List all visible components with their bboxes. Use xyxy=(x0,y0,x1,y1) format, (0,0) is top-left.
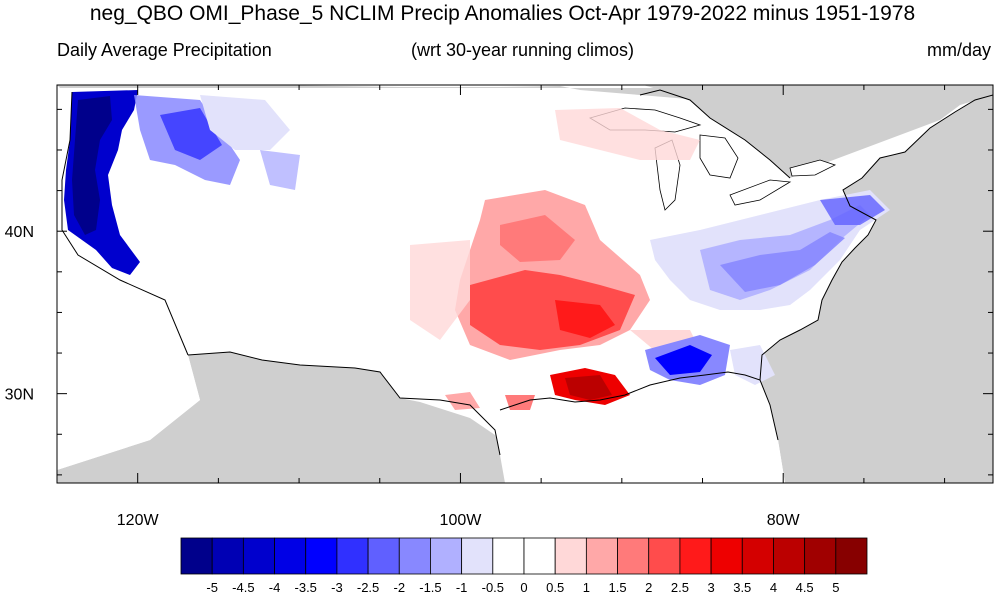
lon-tick-label: 80W xyxy=(767,512,801,529)
colorbar-swatch xyxy=(835,537,868,575)
pacific-ocean xyxy=(57,85,200,470)
colorbar-swatch xyxy=(554,537,587,575)
shade-houston-red xyxy=(505,395,535,410)
shade-texas-pink xyxy=(445,392,480,410)
colorbar-swatch xyxy=(211,537,244,575)
colorbar-label: -4 xyxy=(269,580,281,595)
colorbar-swatch xyxy=(648,537,681,575)
us-mexico-border xyxy=(187,351,501,456)
shade-rockies-blue xyxy=(160,108,222,160)
colorbar-label: 2 xyxy=(645,580,652,595)
colorbar-swatch xyxy=(679,537,712,575)
gulf-of-mexico xyxy=(400,372,785,483)
colorbar-label: -1.5 xyxy=(419,580,441,595)
colorbar-swatch xyxy=(336,537,369,575)
colorbar-swatch xyxy=(710,537,743,575)
shade-montana-light xyxy=(200,95,290,150)
shade-ne-blue xyxy=(820,195,885,225)
colorbar-label: 1.5 xyxy=(609,580,627,595)
colorbar-label: 2.5 xyxy=(671,580,689,595)
colorbar-label: 4.5 xyxy=(796,580,814,595)
colorbar-label: 3.5 xyxy=(733,580,751,595)
colorbar-label: -2.5 xyxy=(357,580,379,595)
lon-tick-label: 120W xyxy=(117,512,160,529)
shade-midwest-light xyxy=(555,108,700,160)
mexico-gray xyxy=(57,352,505,483)
lon-tick-label: 100W xyxy=(440,512,483,529)
shade-louisiana-dark xyxy=(565,375,612,400)
colorbar-label: 1 xyxy=(583,580,590,595)
colorbar-swatch xyxy=(430,537,463,575)
colorbar-swatch xyxy=(741,537,774,575)
shade-west-plains-light xyxy=(410,240,470,340)
colorbar-label: 0.5 xyxy=(546,580,564,595)
gulf-coast-line xyxy=(499,371,779,441)
colorbar-label: -3.5 xyxy=(295,580,317,595)
colorbar-swatch xyxy=(180,537,213,575)
colorbar: -5 -4.5 -4 -3.5 -3 -2.5 -2 -1.5 -1 -0.5 0 0.5 1 1.5 2 2… xyxy=(180,537,868,595)
colorbar-label: 3 xyxy=(707,580,714,595)
lake-ontario xyxy=(789,159,837,177)
canada-east-border xyxy=(639,89,791,179)
lat-tick-label: 30N xyxy=(5,387,34,404)
colorbar-label: -1 xyxy=(456,580,468,595)
axis-tick-labels: 120W 100W 80W 40N 30N xyxy=(5,224,801,529)
units-label: mm/day xyxy=(926,40,991,60)
lat-tick-label: 40N xyxy=(5,224,34,241)
colorbar-label: -3 xyxy=(331,580,343,595)
colorbar-swatch xyxy=(274,537,307,575)
colorbar-swatch xyxy=(773,537,806,575)
shade-kansas-red xyxy=(500,215,575,262)
subtitle-center: (wrt 30-year running climos) xyxy=(410,40,635,60)
plot-frame xyxy=(56,84,994,484)
colorbar-label: 4 xyxy=(770,580,777,595)
atlantic-coast-line xyxy=(759,94,993,381)
lake-erie xyxy=(729,179,792,206)
map-layers xyxy=(57,85,993,483)
shade-se-light xyxy=(730,345,775,385)
colorbar-swatch xyxy=(492,537,525,575)
west-coast-line xyxy=(61,91,189,356)
colorbar-label: 5 xyxy=(832,580,839,595)
lake-huron xyxy=(699,134,739,179)
atlantic-canada-gray xyxy=(57,85,993,483)
anomaly-shading xyxy=(64,90,890,410)
axis-ticks xyxy=(56,85,993,483)
colorbar-swatch xyxy=(367,537,400,575)
colorbar-swatch xyxy=(398,537,431,575)
canada-east-gray xyxy=(643,85,993,178)
colorbar-label: -4.5 xyxy=(232,580,254,595)
shade-arkansas-red xyxy=(555,300,615,338)
shade-appalachian-mid xyxy=(720,232,845,292)
colorbar-label: 0 xyxy=(520,580,527,595)
canada-south-edge-gray xyxy=(57,85,730,100)
figure-title: neg_QBO OMI_Phase_5 NCLIM Precip Anomali… xyxy=(89,2,916,25)
shade-wyoming-light xyxy=(260,150,300,190)
shade-gulf-coast-deep xyxy=(655,345,712,375)
colorbar-swatch xyxy=(305,537,338,575)
subtitle-left: Daily Average Precipitation xyxy=(57,40,272,60)
shade-pnw-darkest xyxy=(72,96,112,235)
colorbar-swatch xyxy=(585,537,618,575)
colorbar-swatch xyxy=(461,537,494,575)
colorbar-swatch xyxy=(523,537,556,575)
colorbar-label: -0.5 xyxy=(482,580,504,595)
colorbar-swatch xyxy=(804,537,837,575)
colorbar-swatch xyxy=(617,537,650,575)
non-us-land-mask xyxy=(57,85,993,483)
coastlines xyxy=(61,89,993,456)
colorbar-swatch xyxy=(242,537,275,575)
colorbar-label: -5 xyxy=(206,580,218,595)
colorbar-label: -2 xyxy=(393,580,405,595)
